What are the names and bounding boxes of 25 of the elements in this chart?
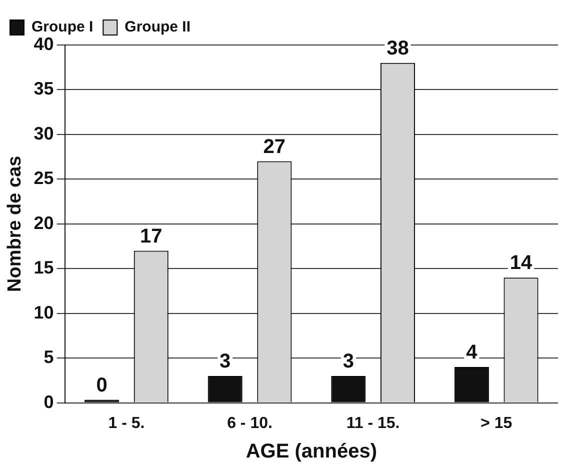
data-label: 3 [220, 350, 231, 372]
y-tick-label: 40 [34, 34, 54, 54]
y-tick-label: 30 [34, 123, 54, 144]
data-label: 14 [510, 252, 534, 274]
x-tick-label: 11 - 15. [346, 414, 400, 432]
y-axis-title: Nombre de cas [4, 156, 26, 292]
x-tick-label: 1 - 5. [108, 414, 145, 432]
data-label: 38 [386, 37, 409, 60]
y-tick-label: 15 [34, 258, 54, 278]
legend-label: Groupe II [124, 18, 191, 36]
data-label: 27 [263, 136, 286, 158]
y-tick-label: 5 [44, 347, 54, 368]
data-label: 0 [96, 374, 108, 396]
data-label: 17 [140, 225, 162, 248]
y-tick-label: 25 [34, 168, 54, 188]
y-tick-label: 10 [34, 302, 54, 322]
y-tick-label: 35 [34, 78, 54, 99]
y-tick-label: 20 [34, 212, 54, 233]
data-label: 3 [342, 350, 354, 372]
legend-label: Groupe I [32, 18, 94, 36]
x-axis-title: AGE (années) [246, 440, 377, 463]
x-tick-label: > 15 [480, 414, 512, 432]
data-label: 4 [466, 342, 478, 364]
x-tick-label: 6 - 10. [227, 414, 272, 432]
y-tick-label: 0 [44, 392, 54, 412]
